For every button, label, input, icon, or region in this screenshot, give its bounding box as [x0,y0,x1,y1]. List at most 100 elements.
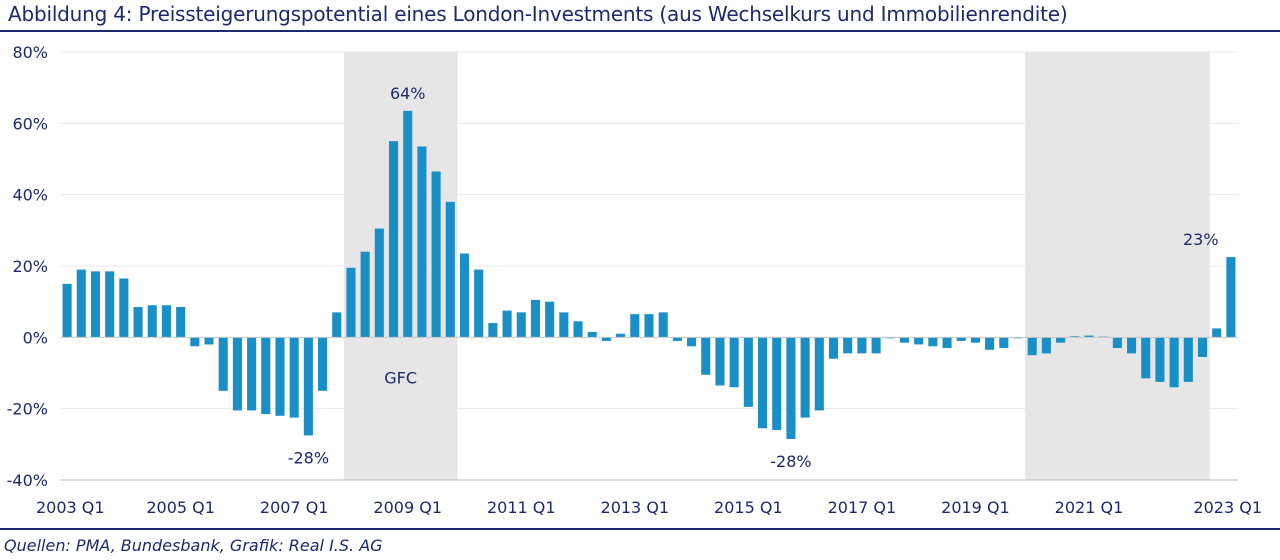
bar [1112,337,1122,349]
bar [1197,337,1208,357]
bar [601,337,611,341]
bar [530,299,540,338]
bar [1169,337,1179,388]
bar [474,269,484,338]
x-tick-label: 2015 Q1 [714,498,783,517]
bar [303,337,313,436]
bar [360,251,370,338]
bar [275,337,285,416]
shaded-period-label: GFC [384,369,417,388]
bar [218,337,228,391]
bar [871,337,881,354]
bar [1183,337,1193,382]
bar [559,312,569,338]
bar [1041,337,1051,354]
footer-rule [0,528,1280,530]
chart-title: Abbildung 4: Preissteigerungspotential e… [8,2,1068,26]
bar [701,337,711,375]
y-tick-label: 60% [12,114,48,133]
bar [232,337,242,411]
bar [985,337,995,350]
bar [687,337,697,347]
x-tick-label: 2019 Q1 [941,498,1010,517]
bar [516,312,526,338]
bar [204,337,214,345]
bar [1212,328,1222,338]
data-label: 64% [390,84,426,103]
bar [644,314,654,338]
bar [176,307,186,338]
y-tick-label: 0% [23,328,48,347]
bar [133,307,143,338]
bar [161,305,171,338]
bar [1056,337,1066,343]
bar [488,323,498,338]
bar [388,141,399,338]
bar [1084,335,1094,338]
bar [772,337,782,431]
bar [445,201,455,338]
x-tick-label: 2005 Q1 [146,498,215,517]
x-tick-label: 2007 Q1 [260,498,329,517]
bar [899,337,910,343]
x-tick-label: 2011 Q1 [487,498,556,517]
bar [318,337,328,391]
bar-chart: GFC -40% -20% 0% 20% 40% 60% 80% 2003 Q1 2005 Q1 2… [7,43,1262,517]
x-tick-label: 2023 Q1 [1193,498,1262,517]
bar [729,337,739,388]
title-rule [0,30,1280,32]
bar [942,337,952,349]
bar [573,321,583,338]
bar [1070,336,1080,338]
bar [786,337,796,439]
y-tick-label: -40% [7,471,48,490]
y-tick-label: -20% [7,400,48,419]
y-tick-label: 80% [12,43,48,62]
bar [715,337,725,386]
bar [147,305,157,338]
bar [332,312,342,338]
bar [76,269,86,338]
bar [672,337,682,341]
bar [1027,337,1037,356]
bar [814,337,824,411]
bar [587,331,597,338]
bar [431,171,441,338]
bar [616,333,626,338]
bar [1127,337,1137,354]
data-label: -28% [770,452,811,471]
bar [843,337,853,354]
x-tick-label: 2009 Q1 [373,498,442,517]
bar [630,314,640,338]
y-tick-label: 40% [12,186,48,205]
bar [346,267,356,338]
source-note: Quellen: PMA, Bundesbank, Grafik: Real I… [4,536,383,555]
bar [970,337,980,343]
bar [658,312,668,338]
bar [459,253,470,338]
bar [502,310,512,338]
bar [190,337,200,347]
bar [956,337,966,341]
bar [914,337,924,345]
bar [261,337,271,415]
x-tick-label: 2003 Q1 [36,498,105,517]
bar [999,337,1009,349]
bar [1141,337,1151,379]
y-tick-label: 20% [12,257,48,276]
data-label: -28% [288,448,329,467]
data-label: 23% [1183,230,1219,249]
bar [758,337,768,429]
bar [289,337,299,418]
bar [105,271,115,338]
bar [928,337,938,347]
x-tick-label: 2013 Q1 [601,498,670,517]
bar [417,146,427,338]
bar [857,337,867,354]
bar [1155,337,1165,382]
bar [62,283,72,338]
x-tick-label: 2017 Q1 [828,498,897,517]
bar [374,228,384,338]
bar [800,337,810,418]
bar [90,271,101,338]
